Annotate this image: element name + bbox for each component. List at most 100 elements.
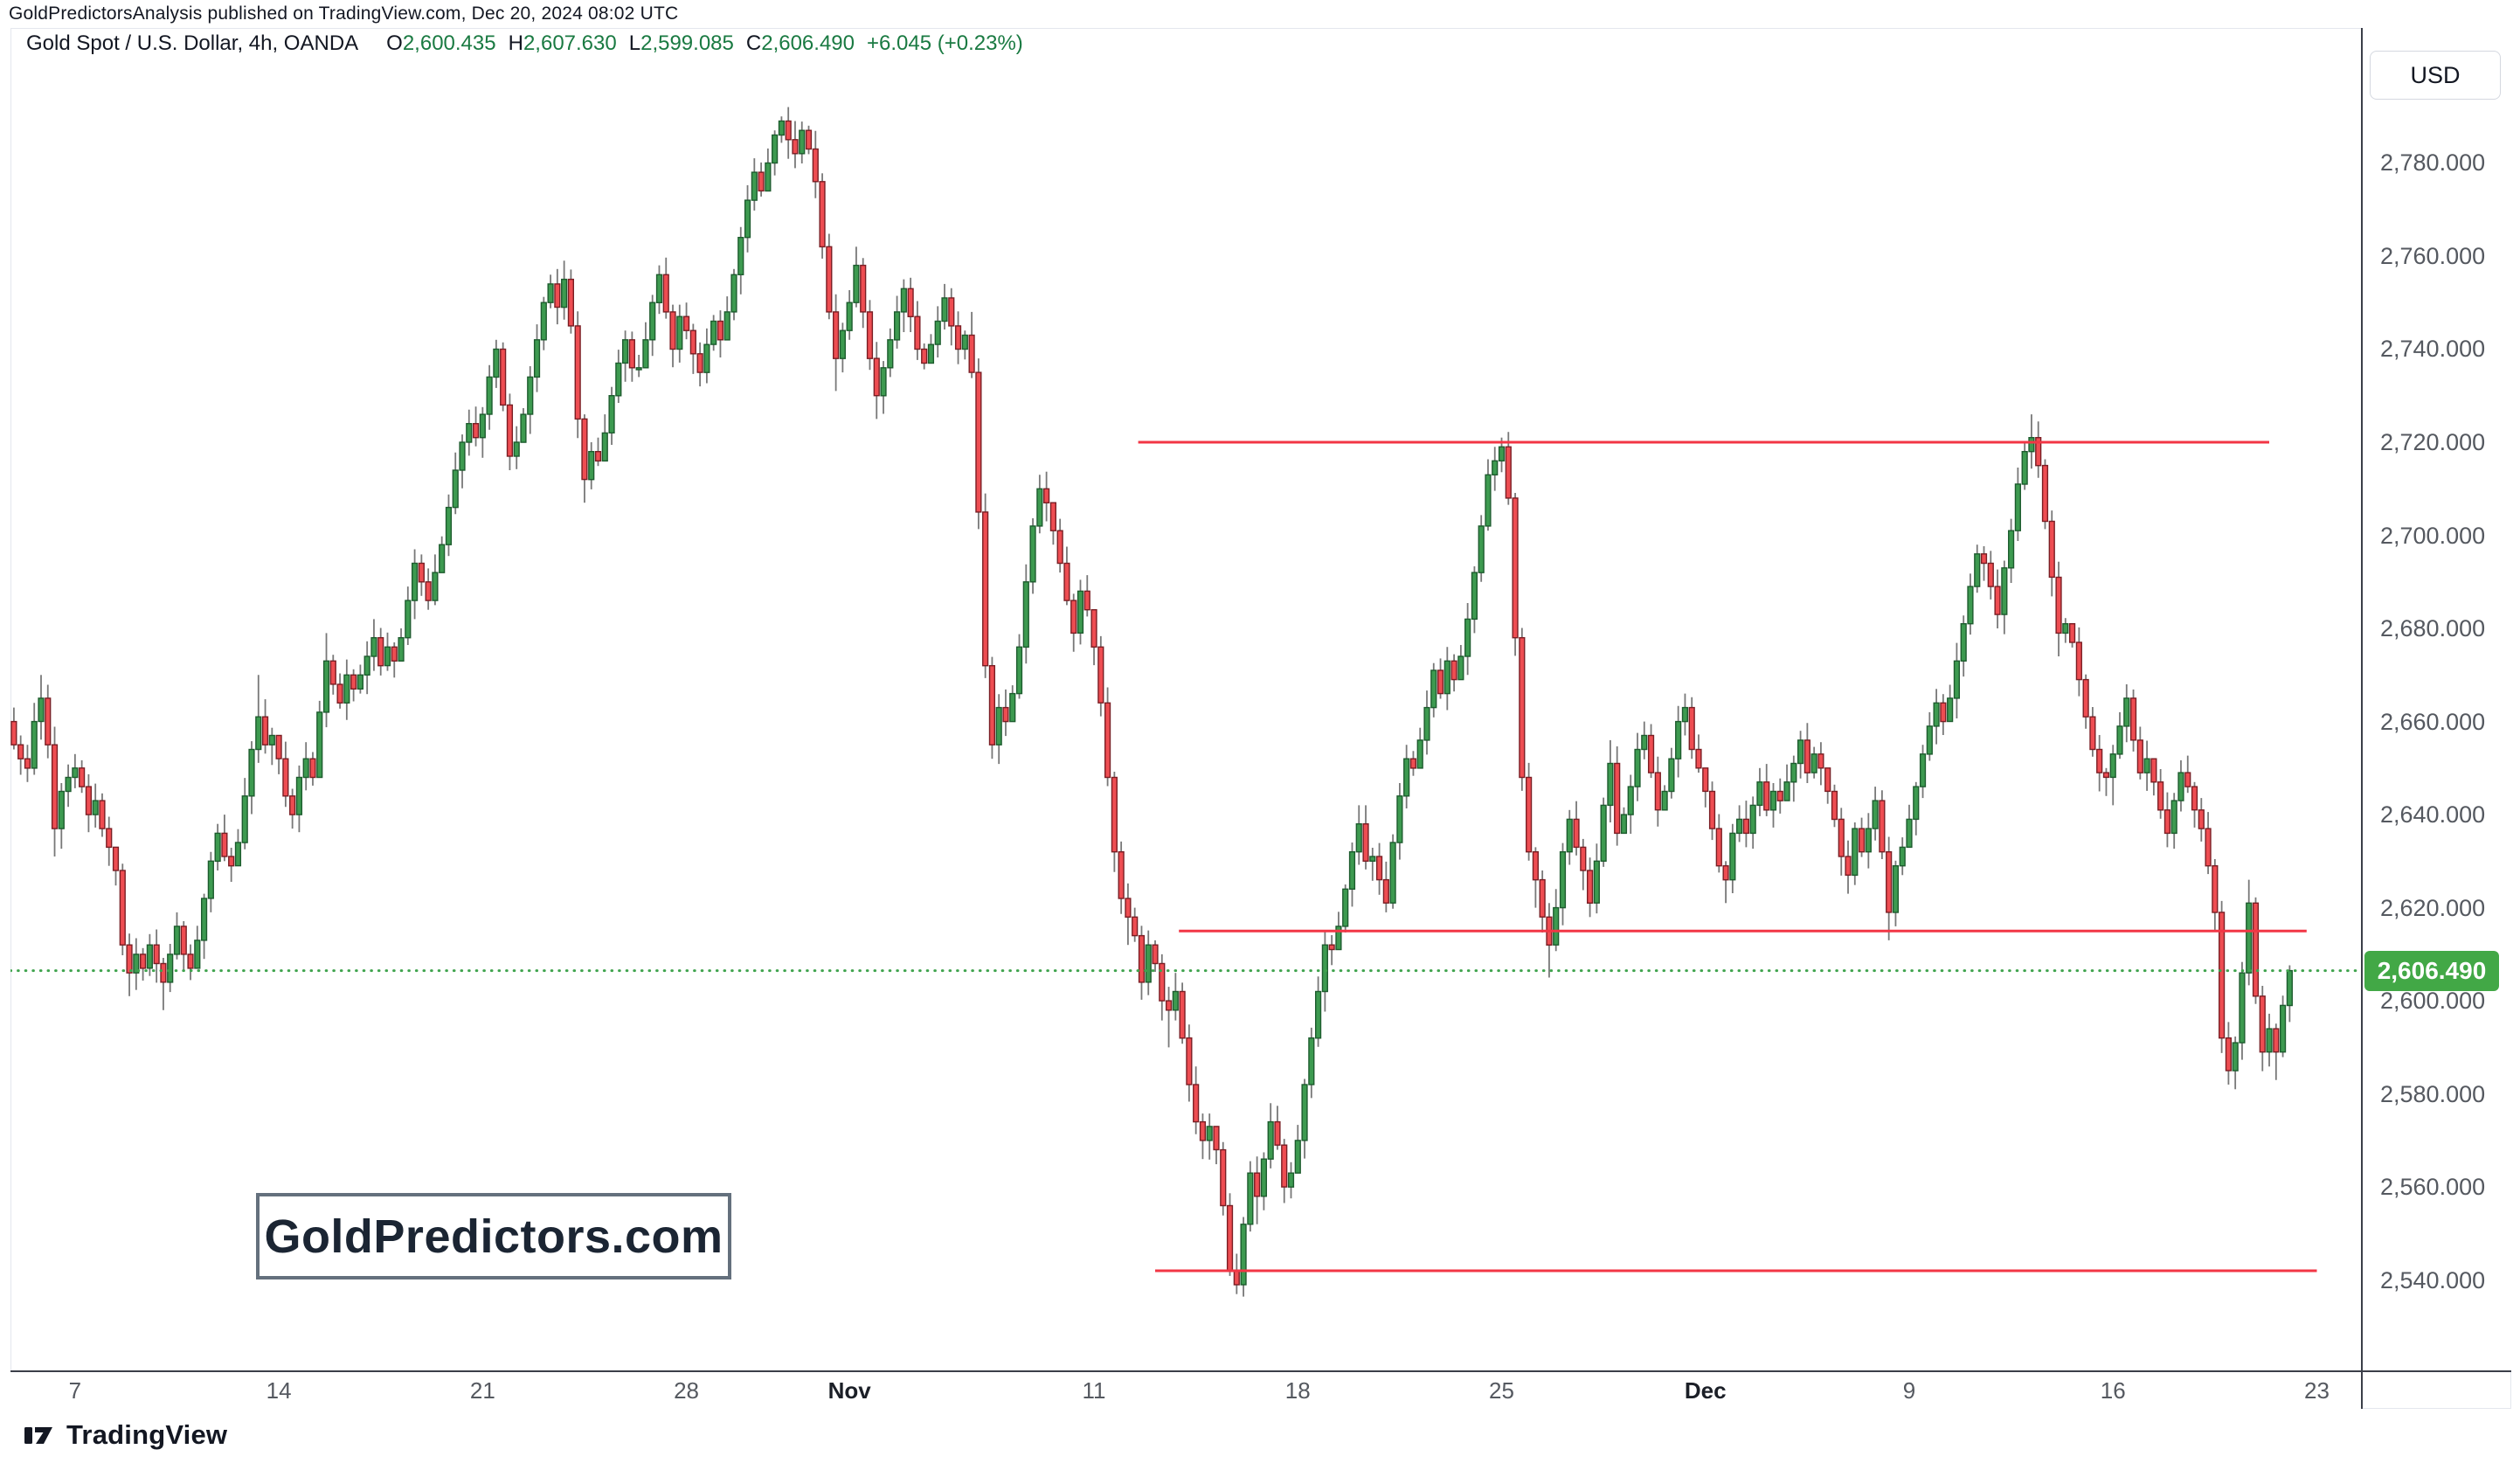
candle xyxy=(167,954,174,983)
chart-pane[interactable] xyxy=(10,28,2361,1370)
candle xyxy=(322,660,330,713)
candle xyxy=(833,311,840,359)
candle xyxy=(439,544,446,573)
tradingview-logo[interactable]: TradingView xyxy=(23,1419,227,1451)
candle xyxy=(1485,474,1492,527)
candle xyxy=(1132,916,1139,937)
candle xyxy=(160,962,167,983)
candle xyxy=(1342,888,1349,927)
candle xyxy=(866,311,874,359)
candle xyxy=(1077,590,1084,635)
candle xyxy=(1416,739,1423,769)
candle xyxy=(819,181,826,248)
candle xyxy=(1287,1172,1295,1188)
candle xyxy=(2136,739,2143,773)
candle xyxy=(1029,525,1036,583)
candle xyxy=(900,288,907,313)
candle xyxy=(1783,781,1790,801)
candle xyxy=(1321,944,1328,993)
resistance-support-lines[interactable] xyxy=(1138,440,2317,1272)
candle xyxy=(1559,851,1567,909)
candle xyxy=(2279,1004,2287,1053)
candle xyxy=(2129,697,2137,741)
candle xyxy=(927,343,935,364)
candle xyxy=(1715,828,1722,867)
candle xyxy=(1294,1140,1301,1174)
price-tick-label: 2,760.000 xyxy=(2380,242,2486,269)
candle xyxy=(533,339,541,378)
candle xyxy=(649,302,656,341)
candle xyxy=(1858,828,1866,853)
candle xyxy=(1769,790,1777,811)
candle xyxy=(1634,748,1641,787)
candle xyxy=(975,371,982,513)
candle xyxy=(187,954,194,969)
candle xyxy=(1083,590,1090,611)
candle xyxy=(432,572,439,601)
candle xyxy=(1974,553,1981,587)
watermark-text: GoldPredictors.com xyxy=(264,1210,723,1263)
candle xyxy=(398,637,405,662)
candle xyxy=(1519,637,1526,779)
candle xyxy=(1220,1148,1227,1207)
candle xyxy=(1681,706,1689,723)
candle xyxy=(2109,753,2116,779)
candle xyxy=(1348,851,1356,891)
candle xyxy=(2191,786,2198,811)
candle xyxy=(1845,856,1852,876)
candle xyxy=(1213,1126,1220,1151)
candle xyxy=(2102,772,2110,779)
candle xyxy=(289,795,296,815)
price-tick-label: 2,620.000 xyxy=(2380,894,2486,921)
candle xyxy=(2143,758,2150,773)
price-axis[interactable]: USD 2,606.490 2,780.000 2,760.000 2,740.00… xyxy=(2363,28,2520,1370)
candle xyxy=(561,278,568,309)
price-tick-label: 2,540.000 xyxy=(2380,1266,2486,1293)
candle xyxy=(65,776,72,793)
candle xyxy=(1389,842,1396,904)
candle xyxy=(730,274,737,313)
time-tick-label: 18 xyxy=(1284,1377,1311,1404)
currency-button[interactable]: USD xyxy=(2370,51,2501,100)
candle xyxy=(2273,1028,2280,1053)
candle xyxy=(425,581,432,601)
candle xyxy=(1586,870,1594,904)
candle xyxy=(921,348,928,364)
candle xyxy=(2225,1037,2233,1071)
candle xyxy=(772,134,779,164)
candle xyxy=(588,451,595,481)
candle xyxy=(133,954,140,974)
candle xyxy=(689,329,696,355)
price-tick-label: 2,560.000 xyxy=(2380,1174,2486,1201)
candle xyxy=(1492,460,1499,475)
candle xyxy=(1036,488,1043,527)
candle xyxy=(995,706,1002,745)
candle xyxy=(1233,1270,1240,1286)
candle xyxy=(486,376,493,415)
candle xyxy=(2212,865,2219,913)
low-value: 2,599.085 xyxy=(640,31,734,55)
candle xyxy=(1464,618,1471,657)
candle xyxy=(2075,641,2082,681)
candle xyxy=(2048,520,2055,579)
candle xyxy=(2008,530,2015,569)
candle xyxy=(92,800,99,815)
candle xyxy=(853,264,860,303)
high-label: H xyxy=(508,31,523,55)
candle xyxy=(1919,753,1927,787)
candle xyxy=(45,697,52,745)
candle xyxy=(241,795,248,843)
candle xyxy=(1471,572,1478,621)
time-tick-label: 25 xyxy=(1489,1377,1514,1404)
candle xyxy=(268,734,275,745)
time-tick-label: 21 xyxy=(469,1377,495,1404)
candle xyxy=(363,655,370,676)
candle xyxy=(2116,725,2123,755)
time-tick-label: 23 xyxy=(2303,1377,2330,1404)
time-axis[interactable]: 7 14 21 28 Nov 11 18 25 Dec 9 16 23 xyxy=(10,1372,2361,1409)
candle xyxy=(839,329,846,359)
candle xyxy=(1165,1000,1173,1011)
candle xyxy=(1994,586,2001,615)
candle xyxy=(479,413,486,439)
